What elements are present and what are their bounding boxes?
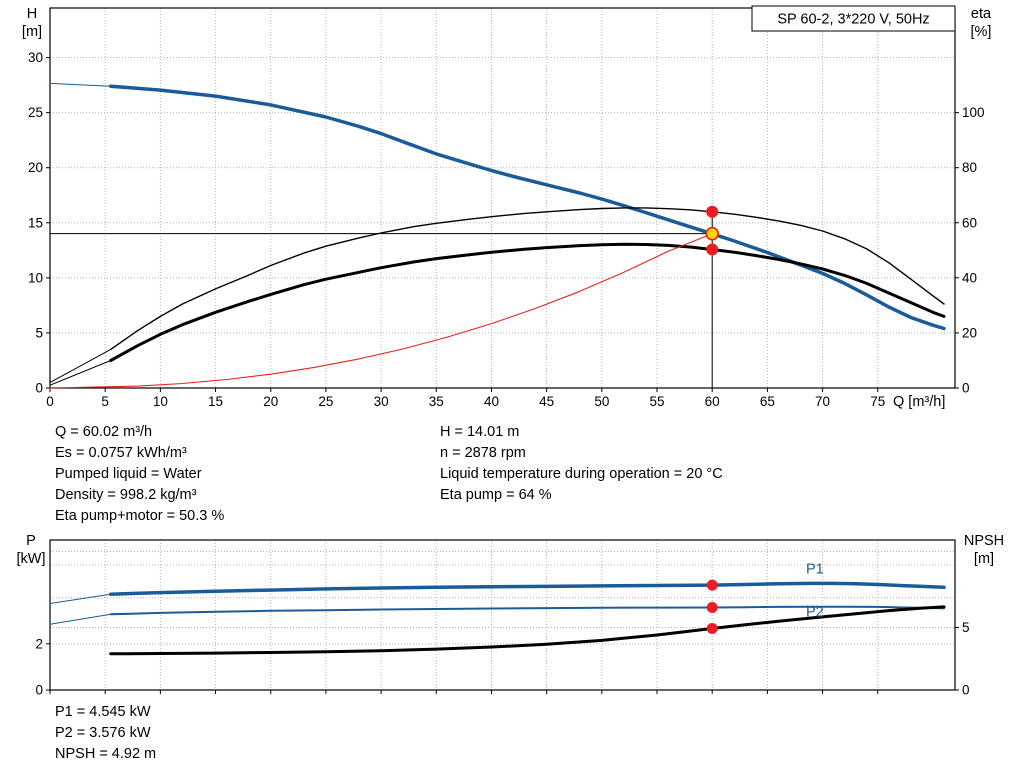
marker-duty-point — [705, 226, 719, 241]
marker-p1-point — [706, 579, 718, 591]
svg-text:35: 35 — [429, 394, 444, 409]
svg-text:2: 2 — [35, 636, 43, 651]
y-left-axis-label: P — [26, 533, 36, 549]
marker-eta-pump-motor-point — [706, 243, 719, 256]
svg-text:20: 20 — [962, 325, 977, 340]
info-line-es: Es = 0.0757 kWh/m³ — [55, 445, 187, 461]
info-line-p1: P1 = 4.545 kW — [55, 704, 151, 720]
svg-text:60: 60 — [705, 394, 720, 409]
svg-text:0: 0 — [962, 381, 970, 396]
svg-text:80: 80 — [962, 160, 977, 175]
duty-info-right-column: H = 14.01 m n = 2878 rpm Liquid temperat… — [440, 422, 723, 506]
svg-text:70: 70 — [815, 394, 830, 409]
svg-text:5: 5 — [101, 394, 109, 409]
svg-text:65: 65 — [760, 394, 775, 409]
info-line-h: H = 14.01 m — [440, 424, 520, 440]
y-left-axis-unit: [kW] — [17, 551, 46, 567]
svg-text:30: 30 — [28, 50, 43, 65]
curve-label-P1: P1 — [806, 561, 824, 577]
series-p1-curve — [108, 581, 946, 596]
y-right-axis-unit: [%] — [971, 24, 992, 40]
svg-text:20: 20 — [263, 394, 278, 409]
svg-text:75: 75 — [870, 394, 885, 409]
info-line-density: Density = 998.2 kg/m³ — [55, 487, 197, 503]
chart-title: SP 60-2, 3*220 V, 50Hz — [777, 12, 929, 28]
axis-ticks — [46, 57, 959, 392]
svg-text:15: 15 — [28, 215, 43, 230]
y-left-axis-unit: [m] — [22, 24, 42, 40]
svg-text:0: 0 — [35, 381, 43, 396]
y-right-axis-unit: [m] — [974, 551, 994, 567]
svg-text:40: 40 — [484, 394, 499, 409]
axis-tick-labels: 0 5 10 15 20 25 30 35 40 45 50 55 60 65 70 75 0 5 10 15 20 25… — [28, 50, 985, 409]
svg-text:25: 25 — [318, 394, 333, 409]
series-eta-pump-lead — [49, 348, 112, 383]
y-right-axis-label: eta — [971, 6, 992, 22]
svg-text:5: 5 — [962, 620, 970, 635]
info-line-eta-pump-motor: Eta pump+motor = 50.3 % — [55, 508, 225, 524]
info-line-n: n = 2878 rpm — [440, 445, 526, 461]
axis-headers: H [m] eta [%] Q [m³/h] — [22, 6, 992, 410]
svg-text:50: 50 — [594, 394, 609, 409]
info-line-p2: P2 = 3.576 kW — [55, 725, 151, 741]
svg-text:10: 10 — [28, 270, 43, 285]
series-h-curve-lead — [49, 82, 112, 87]
svg-text:0: 0 — [35, 683, 43, 698]
series-eta-pump-motor-curve — [109, 242, 946, 362]
svg-text:30: 30 — [374, 394, 389, 409]
svg-text:25: 25 — [28, 105, 43, 120]
chart-title-box — [751, 5, 956, 32]
axis-tick-labels: 0 2 0 5 — [35, 620, 969, 698]
svg-text:0: 0 — [46, 394, 54, 409]
curve-label-P2: P2 — [806, 605, 824, 621]
gridlines — [50, 540, 955, 690]
power-npsh-chart: 0 2 0 5 P [kW] NPSH [m] P1 P2 — [17, 533, 1005, 698]
svg-text:55: 55 — [649, 394, 664, 409]
marker-npsh-point — [706, 623, 718, 634]
y-right-axis-label: NPSH — [964, 533, 1004, 549]
svg-text:0: 0 — [962, 683, 970, 698]
series-system-curve — [49, 233, 713, 389]
info-line-liquid: Pumped liquid = Water — [55, 466, 202, 482]
marker-eta-pump-point — [706, 205, 719, 218]
info-line-eta-pump: Eta pump = 64 % — [440, 487, 552, 503]
series-eta-pump-motor-lead — [49, 360, 112, 386]
marker-p2-point — [706, 601, 718, 613]
svg-text:100: 100 — [962, 105, 985, 120]
x-axis-label: Q [m³/h] — [893, 394, 945, 410]
series-p1-lead — [49, 593, 112, 604]
series-h-curve — [108, 84, 946, 331]
gridlines — [50, 8, 955, 388]
svg-text:20: 20 — [28, 160, 43, 175]
info-line-temperature: Liquid temperature during operation = 20… — [440, 466, 723, 482]
series-p2-curve — [109, 605, 945, 616]
hq-eta-chart: 0 5 10 15 20 25 30 35 40 45 50 55 60 65 70 75 0 5 10 15 20 25… — [22, 5, 992, 410]
y-left-axis-label: H — [27, 6, 37, 22]
series-npsh-curve — [109, 605, 946, 656]
svg-text:15: 15 — [208, 394, 223, 409]
axis-ticks — [46, 627, 959, 694]
svg-text:10: 10 — [153, 394, 168, 409]
svg-text:5: 5 — [35, 325, 43, 340]
duty-info-left-column: Q = 60.02 m³/h Es = 0.0757 kWh/m³ Pumped… — [55, 422, 224, 527]
series-p2-lead — [49, 613, 112, 625]
svg-text:60: 60 — [962, 215, 977, 230]
svg-text:40: 40 — [962, 270, 977, 285]
info-line-q: Q = 60.02 m³/h — [55, 424, 153, 440]
svg-text:45: 45 — [539, 394, 554, 409]
power-info-block: P1 = 4.545 kW P2 = 3.576 kW NPSH = 4.92 … — [55, 702, 156, 765]
info-line-npsh: NPSH = 4.92 m — [55, 746, 157, 762]
axis-headers: P [kW] NPSH [m] — [17, 533, 1005, 567]
plot-frame — [49, 7, 956, 389]
series-eta-pump-curve — [110, 207, 945, 351]
plot-frame — [49, 539, 956, 691]
